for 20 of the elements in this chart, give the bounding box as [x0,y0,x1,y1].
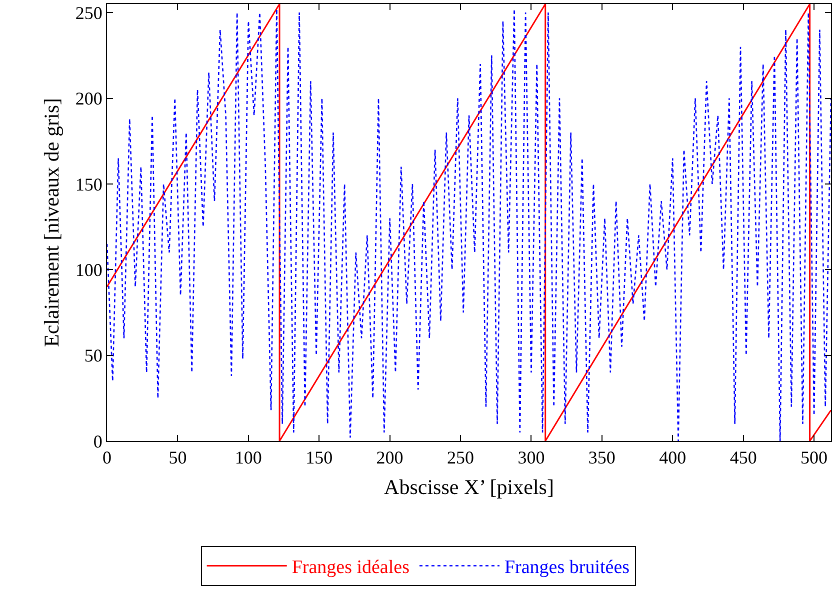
x-tick-label: 400 [659,448,686,468]
x-tick-label: 150 [306,448,333,468]
y-tick-label: 50 [84,346,102,366]
y-tick-label: 100 [75,260,102,280]
x-tick-label: 100 [234,448,262,468]
y-tick-label: 150 [75,174,102,194]
x-axis-title: Abscisse X’ [pixels] [384,474,554,499]
x-tick-label: 350 [588,448,616,468]
x-tick-label: 500 [800,448,828,468]
legend-label: Franges bruitées [504,557,630,578]
x-tick-label: 300 [518,448,545,468]
y-tick-label: 0 [93,431,102,452]
x-tick-label: 200 [376,448,404,468]
y-axis-title: Eclairement [niveaux de gris] [40,98,64,347]
y-tick-label: 200 [75,88,102,109]
x-tick-label: 450 [730,448,757,468]
y-tick-label: 250 [75,2,102,23]
x-tick-label: 250 [447,448,474,468]
x-tick-label: 50 [168,448,187,468]
legend-label: Franges idéales [292,557,410,578]
